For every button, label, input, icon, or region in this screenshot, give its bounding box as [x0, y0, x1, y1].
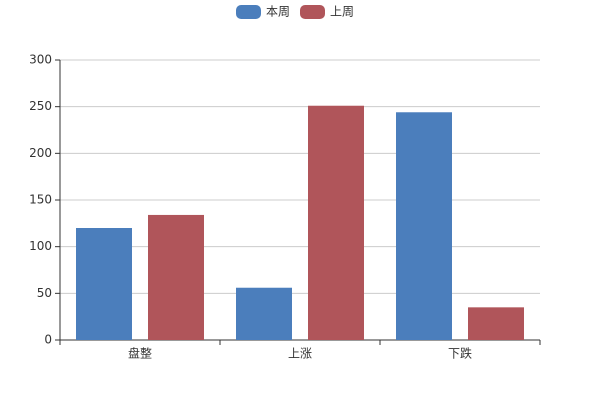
y-tick-label: 0: [44, 333, 52, 347]
y-tick-label: 50: [37, 286, 52, 300]
bar: [76, 228, 132, 340]
legend-label: 本周: [266, 5, 290, 19]
legend: 本周 上周: [236, 5, 354, 20]
bar: [308, 105, 364, 340]
legend-swatch: [300, 5, 325, 19]
y-tick-label: 150: [29, 193, 52, 207]
legend-item[interactable]: 上周: [300, 5, 354, 20]
bar: [148, 214, 204, 340]
y-tick-label: 250: [29, 99, 52, 113]
y-tick-label: 100: [29, 239, 52, 253]
legend-swatch: [236, 5, 261, 19]
bar: [236, 287, 292, 340]
bar: [396, 112, 452, 341]
x-tick-label: 上涨: [288, 346, 312, 361]
x-tick-label: 盘整: [128, 346, 152, 361]
bar: [468, 307, 524, 340]
x-tick-label: 下跌: [448, 346, 472, 361]
y-tick-label: 200: [29, 146, 52, 160]
legend-item[interactable]: 本周: [236, 5, 290, 20]
y-tick-label: 300: [29, 53, 52, 67]
legend-label: 上周: [330, 5, 354, 19]
